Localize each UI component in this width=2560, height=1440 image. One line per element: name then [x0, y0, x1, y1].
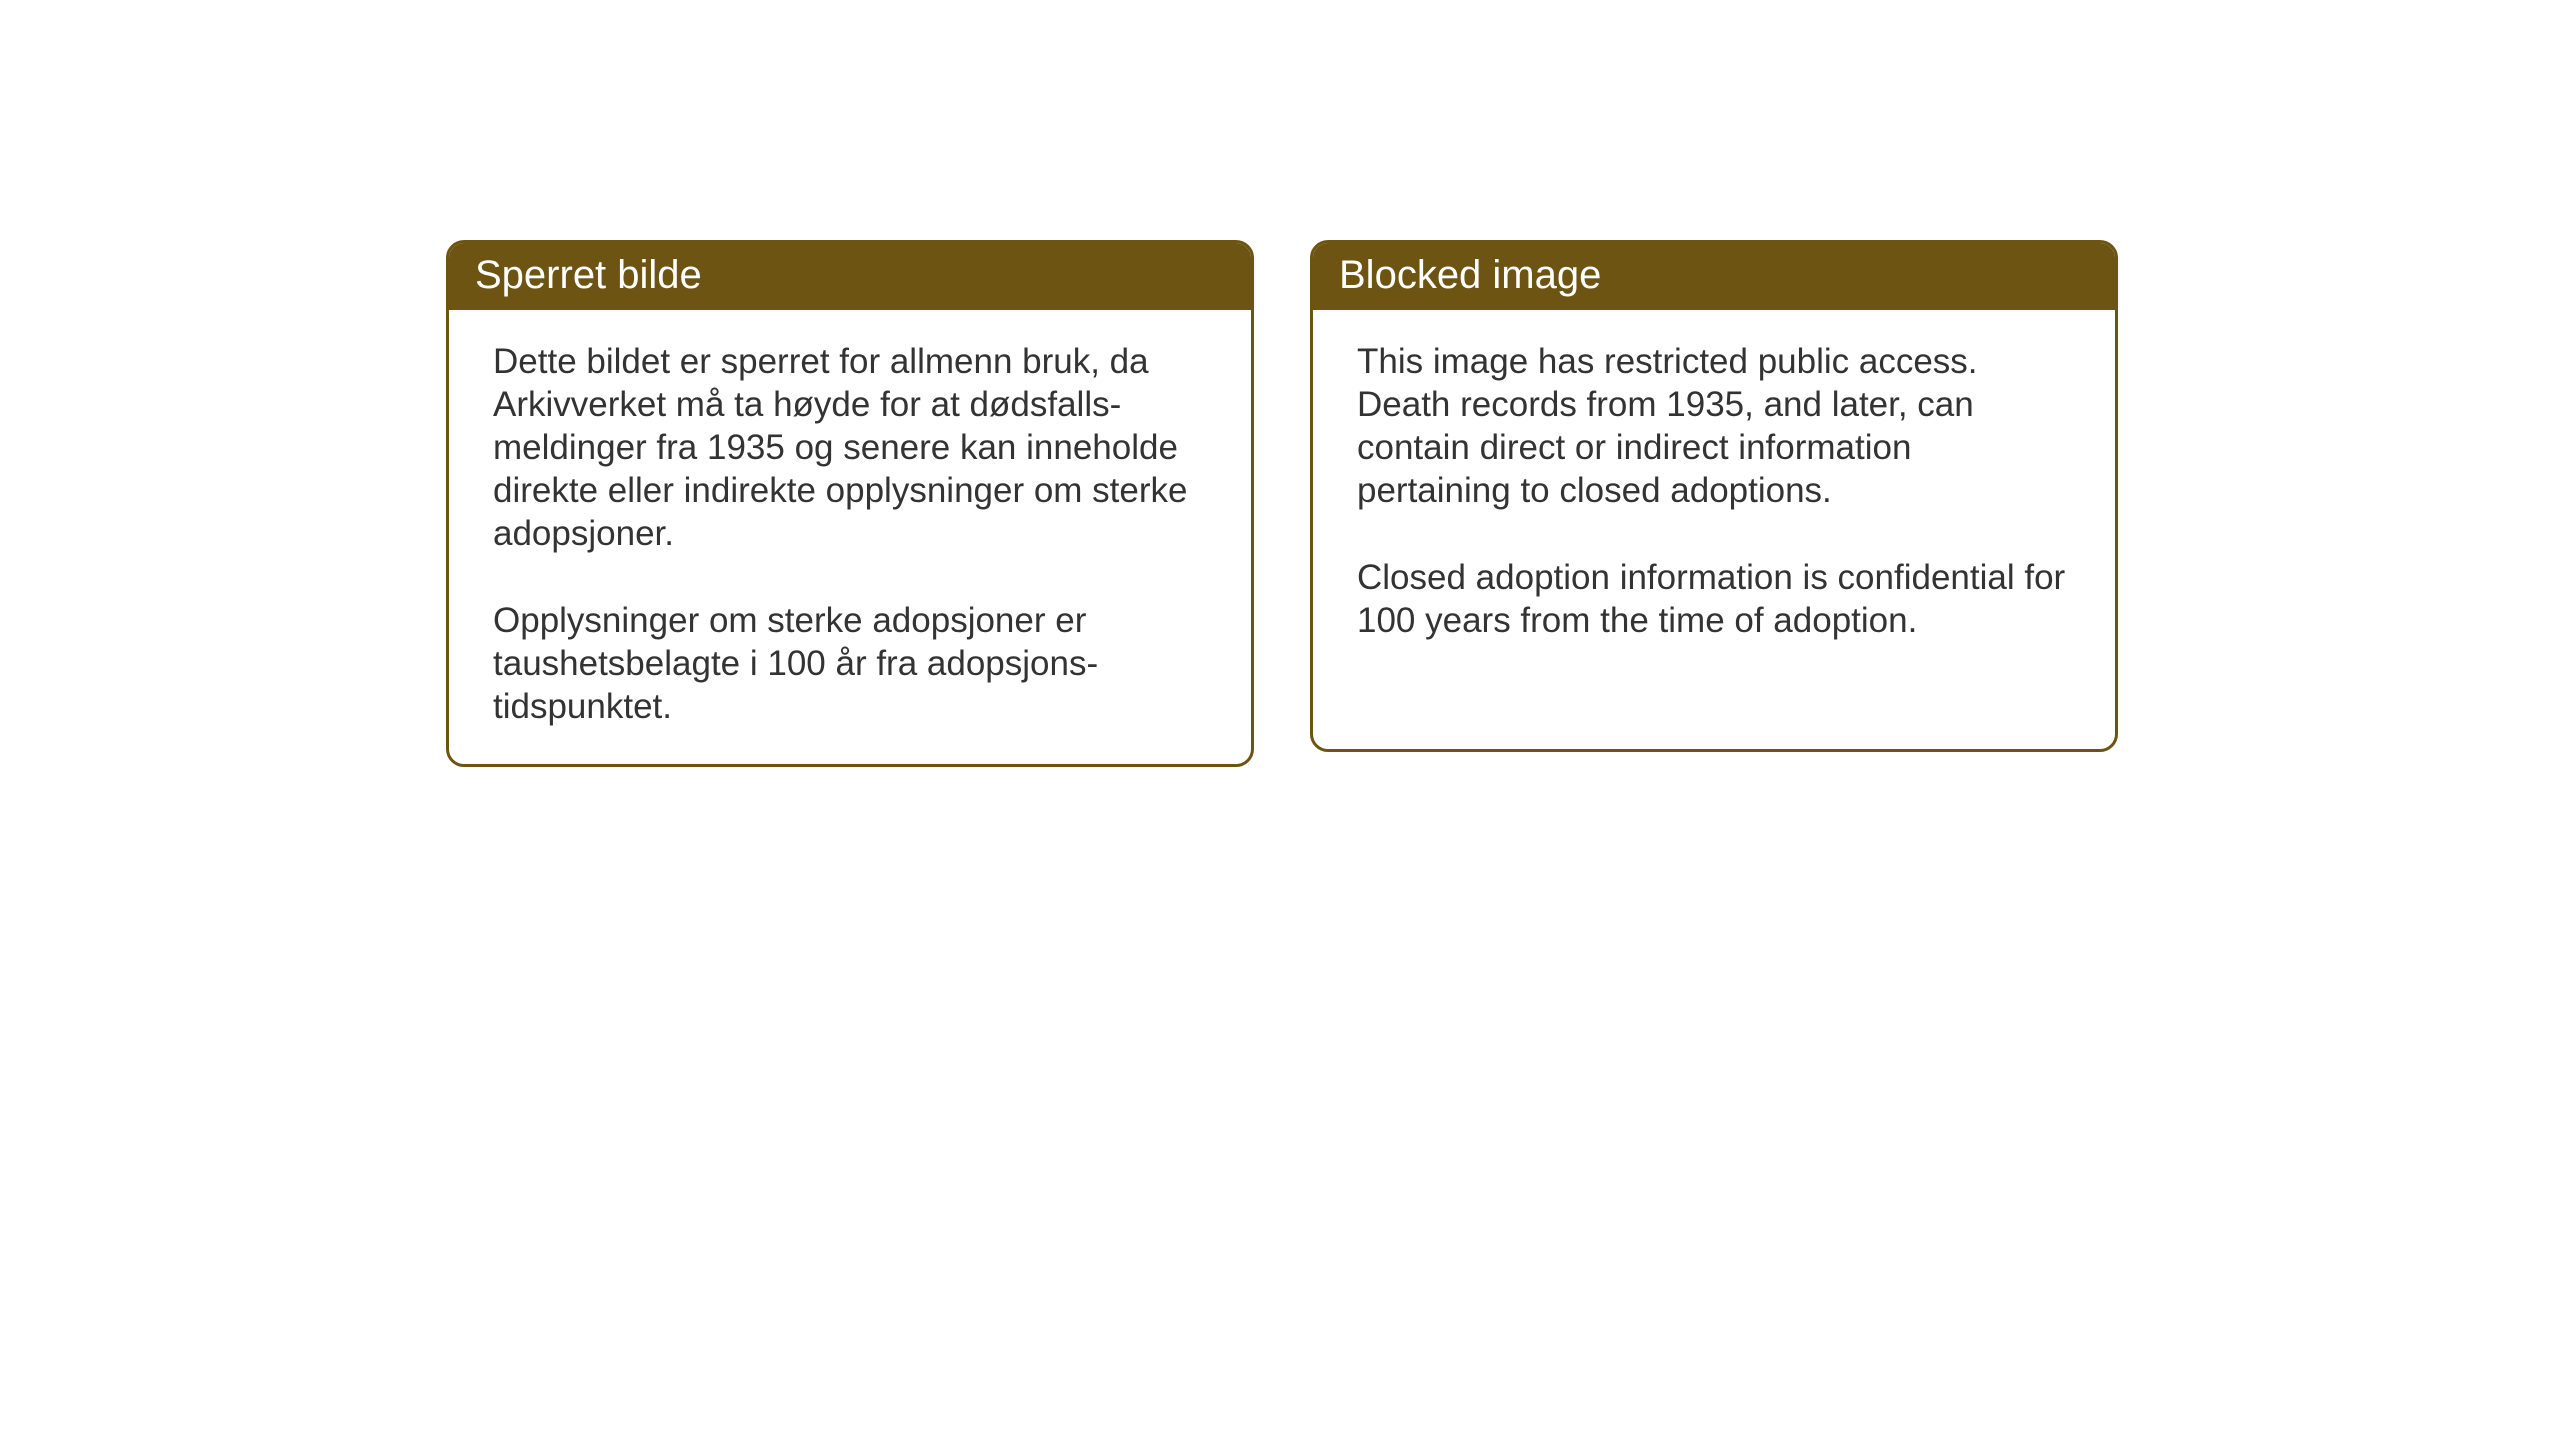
notice-cards-container: Sperret bilde Dette bildet er sperret fo… — [446, 240, 2118, 767]
card-norwegian-body: Dette bildet er sperret for allmenn bruk… — [449, 310, 1251, 764]
card-english-title: Blocked image — [1339, 253, 1601, 297]
card-norwegian-paragraph-1: Dette bildet er sperret for allmenn bruk… — [493, 340, 1207, 555]
card-english-paragraph-1: This image has restricted public access.… — [1357, 340, 2071, 512]
card-norwegian-title: Sperret bilde — [475, 253, 702, 297]
card-norwegian-header: Sperret bilde — [449, 243, 1251, 310]
card-english-header: Blocked image — [1313, 243, 2115, 310]
card-english-body: This image has restricted public access.… — [1313, 310, 2115, 678]
card-english-paragraph-2: Closed adoption information is confident… — [1357, 556, 2071, 642]
card-english: Blocked image This image has restricted … — [1310, 240, 2118, 752]
card-norwegian-paragraph-2: Opplysninger om sterke adopsjoner er tau… — [493, 599, 1207, 728]
card-norwegian: Sperret bilde Dette bildet er sperret fo… — [446, 240, 1254, 767]
